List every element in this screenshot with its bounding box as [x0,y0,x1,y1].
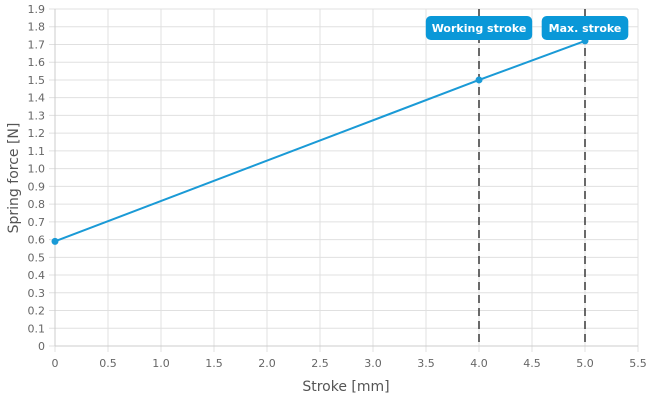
y-tick-label: 0.6 [28,234,46,247]
grid [49,8,639,352]
y-tick-label: 0.2 [28,305,46,318]
y-tick-label: 0.9 [28,180,46,193]
annotation-lines [478,9,586,346]
y-tick-label: 0.8 [28,198,46,211]
y-tick-label: 1.3 [28,109,46,122]
y-tick-label: 1.4 [28,92,46,105]
y-tick-label: 1.0 [28,163,46,176]
series [51,37,589,245]
annotation-labels: Working stroke Max. stroke [425,16,629,40]
x-tick-label: 2.5 [311,357,329,370]
y-tick-label: 1.7 [28,38,46,51]
y-axis-ticks: 0 0.1 0.2 0.3 0.4 0.5 0.6 0.7 0.8 0.9 1.0 1.1 1.2 1.3… [28,3,46,353]
y-tick-label: 0.1 [28,322,46,335]
x-axis-label: Stroke [mm] [302,379,389,395]
x-tick-label: 3.5 [417,357,435,370]
y-tick-label: 1.8 [28,21,46,34]
y-tick-label: 0.4 [28,269,46,282]
x-tick-label: 0.5 [99,357,117,370]
y-tick-label: 1.5 [28,74,46,87]
y-tick-label: 0.5 [28,251,46,264]
x-tick-label: 5.0 [576,357,594,370]
data-point [475,76,483,84]
y-tick-label: 0 [38,340,45,353]
x-tick-label: 0 [52,357,59,370]
annotation-label-box [541,16,629,40]
y-tick-label: 1.1 [28,145,46,158]
x-tick-label: 4.0 [470,357,488,370]
y-tick-label: 1.9 [28,3,46,16]
x-tick-label: 2.0 [258,357,276,370]
y-tick-label: 1.2 [28,127,46,140]
x-tick-label: 3.0 [364,357,382,370]
x-tick-label: 5.5 [629,357,647,370]
y-tick-label: 0.3 [28,287,46,300]
y-tick-label: 1.6 [28,56,46,69]
x-tick-label: 1.5 [205,357,223,370]
annotation-label-box [425,16,533,40]
annotation-label: Max. stroke [549,22,622,35]
annotation-label: Working stroke [432,22,527,35]
y-axis-label: Spring force [N] [6,123,22,234]
data-point [51,237,59,245]
y-tick-label: 0.7 [28,216,46,229]
x-tick-label: 4.5 [523,357,541,370]
x-tick-label: 1.0 [152,357,170,370]
x-axis-ticks: 0 0.5 1.0 1.5 2.0 2.5 3.0 3.5 4.0 4.5 5.0 5.5 [52,357,647,370]
